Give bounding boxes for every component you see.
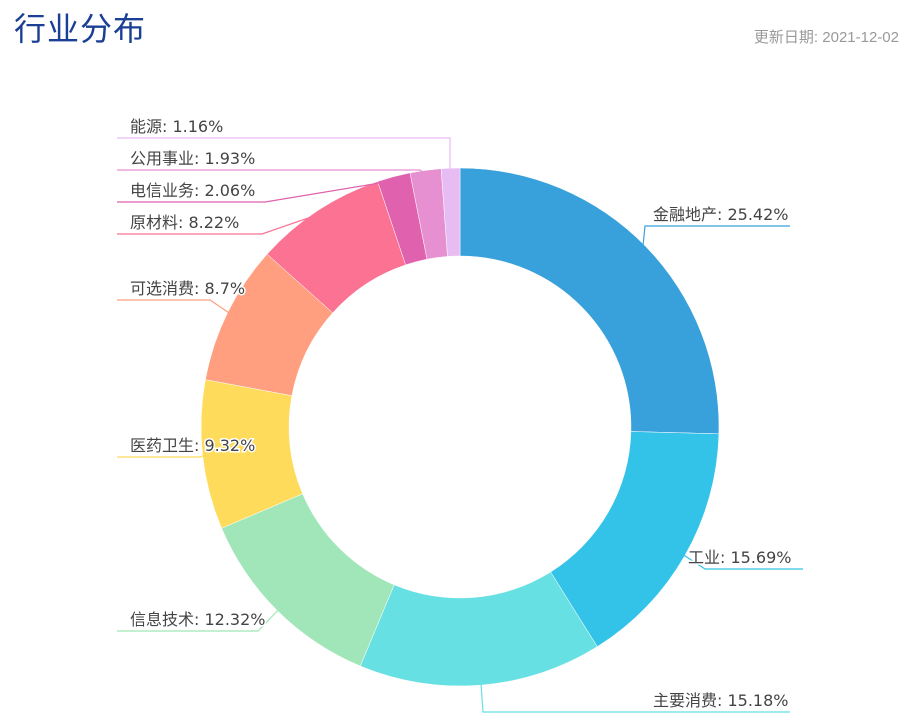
label-line-0 [642, 225, 790, 250]
page-title: 行业分布 [14, 10, 147, 48]
slice-label-9: 能源: 1.16% [130, 117, 223, 136]
slice-label-3: 信息技术: 12.32% [130, 610, 266, 629]
label-line-3 [117, 607, 281, 632]
update-date: 更新日期: 2021-12-02 [754, 26, 899, 47]
slice-label-7: 电信业务: 2.06% [130, 181, 255, 200]
slice-label-1: 工业: 15.69% [688, 548, 792, 567]
label-line-7 [117, 179, 395, 203]
slice-label-8: 公用事业: 1.93% [130, 149, 255, 168]
label-line-4 [117, 454, 207, 458]
label-line-9 [117, 137, 451, 170]
label-line-6 [117, 213, 321, 235]
slice-label-6: 原材料: 8.22% [130, 213, 239, 232]
label-line-5 [117, 299, 232, 315]
update-label: 更新日期: [753, 29, 819, 46]
slice-3[interactable] [221, 493, 395, 667]
label-line-1 [681, 553, 803, 570]
update-date-value: 2021-12-02 [822, 29, 899, 46]
label-line-2 [480, 681, 790, 713]
slice-label-5: 可选消费: 8.7% [130, 279, 245, 298]
slice-1[interactable] [550, 431, 720, 647]
slice-label-0: 金融地产: 25.42% [653, 205, 789, 224]
slice-label-4: 医药卫生: 9.32% [130, 436, 255, 455]
slice-label-2: 主要消费: 15.18% [653, 691, 789, 710]
slice-0[interactable] [459, 167, 720, 435]
label-line-8 [117, 169, 427, 175]
slice-9[interactable] [440, 167, 461, 257]
